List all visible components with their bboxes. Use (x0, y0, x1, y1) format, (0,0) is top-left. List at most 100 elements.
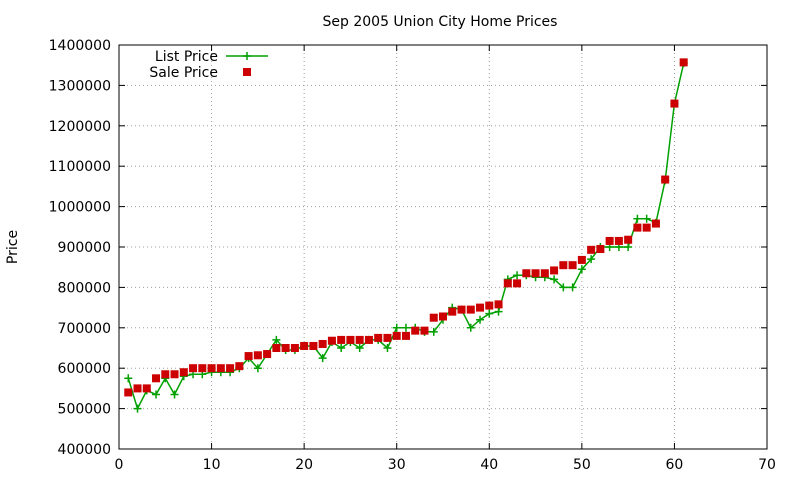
sale-price-point (651, 219, 660, 228)
list-price-point (624, 243, 633, 251)
sale-price-point (309, 341, 318, 350)
list-price-point (133, 404, 142, 413)
sale-price-point (272, 344, 281, 352)
list-price-point (383, 344, 392, 352)
series-sale-price (124, 58, 688, 397)
sale-price-point (189, 364, 198, 373)
legend-label-list-price: List Price (155, 49, 218, 65)
list-price-point (476, 315, 485, 324)
x-tick-label: 40 (480, 457, 498, 473)
y-tick-label: 600000 (58, 361, 111, 377)
sale-price-point (207, 364, 216, 373)
sale-price-point (587, 245, 596, 254)
sale-price-point (216, 364, 225, 373)
sale-price-point (364, 335, 373, 344)
list-price-line (127, 63, 685, 411)
list-price-point (513, 271, 522, 280)
list-price-point (494, 307, 503, 316)
sale-price-point (198, 364, 207, 373)
sale-price-point (179, 368, 188, 377)
sale-price-point (503, 279, 512, 288)
sale-price-point (540, 269, 549, 278)
y-tick-label: 1100000 (49, 159, 111, 175)
x-tick-label: 60 (666, 457, 684, 473)
list-price-point (642, 214, 651, 223)
x-tick-label: 20 (295, 457, 313, 473)
sale-price-point (420, 326, 429, 335)
list-price-point (272, 335, 281, 344)
sale-price-point (466, 305, 475, 314)
sale-price-point (300, 341, 309, 350)
sale-price-point (448, 307, 457, 316)
list-price-point (392, 323, 401, 332)
legend-label-sale-price: Sale Price (149, 65, 218, 81)
y-axis-label: Price (5, 230, 21, 264)
sale-price-point (661, 175, 670, 184)
x-tick-label: 30 (388, 457, 406, 473)
sale-price-point (152, 374, 161, 383)
list-price-point (485, 309, 494, 318)
sale-price-point (337, 335, 346, 344)
y-tick-label: 1400000 (49, 38, 111, 54)
sale-price-point (624, 235, 633, 244)
sale-price-point (633, 223, 642, 232)
y-tick-label: 700000 (58, 321, 111, 337)
legend: List Price Sale Price (149, 49, 268, 81)
x-tick-label: 50 (573, 457, 591, 473)
sale-price-point (411, 326, 420, 335)
sale-price-point (596, 245, 605, 254)
sale-price-point (392, 331, 401, 340)
sale-price-point (439, 312, 447, 321)
sale-price-point (253, 351, 262, 360)
sale-price-point (401, 331, 410, 340)
chart-title: Sep 2005 Union City Home Prices (323, 14, 558, 30)
sale-price-point (318, 339, 327, 348)
list-price-point (568, 283, 577, 292)
y-tick-label: 500000 (58, 402, 111, 418)
list-price-point (318, 354, 327, 363)
list-price-point (152, 390, 161, 399)
sale-price-point (550, 266, 559, 275)
sale-price-point (346, 335, 355, 344)
legend-plus-marker (243, 52, 251, 60)
list-price-point (170, 390, 179, 399)
sale-price-point (263, 350, 272, 359)
sale-price-point (374, 333, 383, 342)
sale-price-point (383, 333, 392, 342)
y-tick-label: 1000000 (49, 200, 111, 216)
sale-price-point (522, 269, 531, 278)
sale-price-point (429, 313, 438, 322)
list-price-point (587, 255, 596, 264)
sale-price-point (679, 58, 688, 67)
sale-price-point (133, 384, 142, 393)
sale-price-point (513, 279, 522, 288)
list-price-point (633, 214, 642, 223)
legend-sample-sale-price (243, 68, 251, 76)
sale-price-point (244, 352, 253, 361)
sale-price-point (327, 336, 336, 345)
sale-price-point (614, 236, 623, 245)
y-tick-label: 1200000 (49, 119, 111, 135)
series (124, 58, 688, 413)
list-price-point (401, 323, 410, 332)
y-tick-label: 900000 (58, 240, 111, 256)
sale-price-point (568, 261, 577, 270)
x-tick-label: 70 (758, 457, 776, 473)
legend-sample-list-price (226, 52, 268, 60)
sale-price-point (142, 384, 151, 393)
list-price-point (559, 283, 568, 292)
grid (119, 45, 767, 449)
list-price-point (337, 344, 346, 352)
sale-price-point (485, 301, 494, 310)
sale-price-point (290, 344, 299, 352)
legend-square-marker (243, 68, 251, 76)
list-price-point (577, 265, 586, 274)
sale-price-point (457, 305, 466, 314)
list-price-point (429, 327, 438, 336)
sale-price-point (161, 370, 170, 379)
sale-price-point (281, 344, 290, 352)
list-price-point (355, 344, 364, 352)
y-tick-label: 400000 (58, 442, 111, 458)
series-list-price (124, 59, 688, 413)
